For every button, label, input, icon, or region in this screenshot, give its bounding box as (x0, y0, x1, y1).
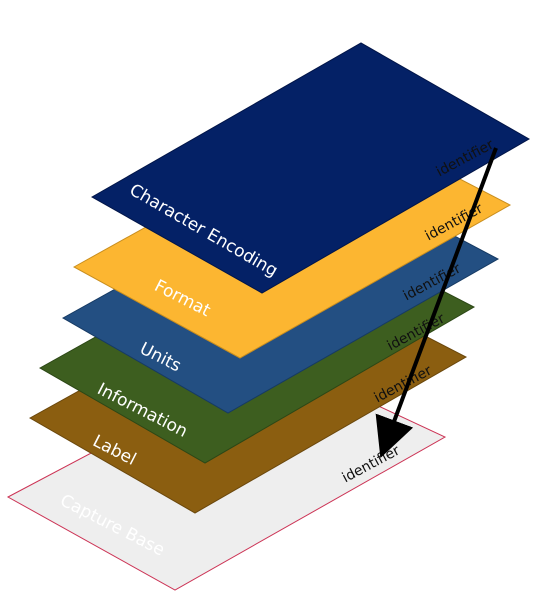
character-encoding-plate (90, 42, 531, 294)
identifier-link-arrow (375, 147, 498, 458)
